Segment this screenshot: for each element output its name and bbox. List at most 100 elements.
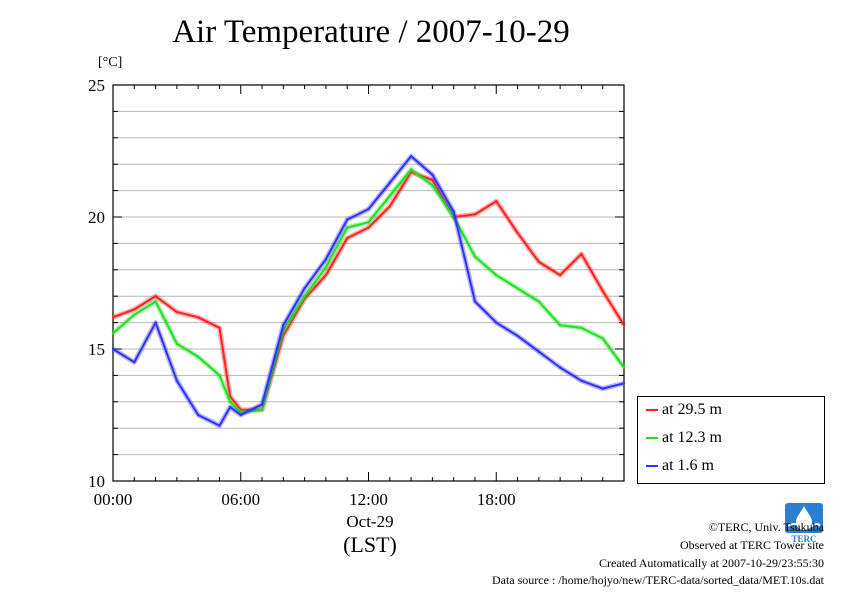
- data-point: [388, 205, 391, 208]
- y-axis-unit: [°C]: [98, 55, 123, 70]
- data-point: [431, 178, 434, 182]
- data-point: [324, 258, 328, 261]
- data-point: [537, 260, 541, 264]
- data-point: [228, 405, 232, 409]
- x-tick-label: 00:00: [94, 490, 133, 509]
- data-point: [558, 366, 562, 369]
- data-point: [558, 273, 562, 277]
- data-point: [601, 337, 604, 340]
- data-point: [409, 155, 413, 158]
- credit-source: Data source : /home/hojyo/new/TERC-data/…: [491, 573, 824, 587]
- data-point: [367, 221, 370, 224]
- data-point: [260, 408, 264, 411]
- legend-label: at 29.5 m: [662, 401, 722, 418]
- series-line-2: [112, 155, 625, 427]
- data-point: [580, 379, 583, 382]
- data-point: [431, 173, 434, 176]
- data-point: [367, 226, 370, 229]
- data-point: [239, 408, 242, 411]
- data-point: [218, 326, 221, 330]
- data-point: [282, 324, 285, 327]
- data-point: [111, 316, 115, 319]
- data-point: [218, 424, 221, 427]
- legend-swatch-12-3m: [646, 437, 658, 440]
- data-point: [175, 342, 179, 345]
- legend-item-29-5m: at 29.5 m: [646, 401, 722, 419]
- plot-frame: [112, 84, 625, 482]
- data-point: [388, 194, 391, 198]
- data-point: [601, 387, 604, 390]
- legend-label: at 1.6 m: [662, 457, 714, 474]
- chart-title: Air Temperature / 2007-10-29: [172, 14, 570, 50]
- y-tick-label: 25: [88, 76, 105, 95]
- data-point: [495, 199, 498, 203]
- data-point: [111, 347, 115, 351]
- data-point: [537, 350, 541, 353]
- data-point: [622, 366, 626, 369]
- data-point: [111, 331, 115, 335]
- data-point: [601, 289, 604, 293]
- data-point: [473, 300, 477, 303]
- terc-logo-icon: TERC: [785, 503, 823, 544]
- legend-swatch-1-6m: [646, 465, 658, 468]
- data-point: [260, 403, 264, 406]
- data-point: [154, 321, 157, 324]
- x-axis-timezone-label: (LST): [343, 532, 397, 557]
- data-point: [228, 395, 232, 398]
- x-tick-label: 18:00: [477, 490, 516, 509]
- series-line-0: [112, 171, 625, 411]
- series-line-1: [112, 168, 625, 414]
- y-tick-label: 20: [88, 208, 105, 227]
- data-point: [175, 379, 179, 382]
- data-point: [388, 181, 391, 184]
- x-tick-label: 12:00: [349, 490, 388, 509]
- data-point: [133, 361, 136, 364]
- y-tick-label: 10: [88, 472, 105, 491]
- data-point: [228, 400, 232, 403]
- data-point: [431, 184, 434, 187]
- y-tick-label: 15: [88, 340, 105, 359]
- data-point: [580, 252, 583, 256]
- data-point: [516, 334, 519, 337]
- credit-copyright: ©TERC, Univ. Tsukuba: [708, 520, 824, 534]
- legend-label: at 12.3 m: [662, 429, 722, 446]
- data-point: [133, 313, 136, 316]
- data-point: [196, 413, 200, 417]
- data-point: [133, 308, 136, 311]
- legend: at 29.5 m at 12.3 m at 1.6 m: [637, 396, 825, 484]
- data-point: [473, 255, 477, 258]
- logo-text: TERC: [791, 534, 816, 544]
- data-point: [452, 210, 455, 213]
- data-point: [516, 287, 519, 290]
- data-point: [303, 287, 306, 290]
- data-point: [537, 300, 541, 303]
- x-axis-date-label: Oct-29: [346, 512, 394, 531]
- data-point: [346, 218, 349, 221]
- legend-item-12-3m: at 12.3 m: [646, 429, 722, 447]
- data-point: [154, 300, 157, 303]
- data-point: [239, 413, 242, 417]
- legend-item-1-6m: at 1.6 m: [646, 457, 714, 475]
- credit-created: Created Automatically at 2007-10-29/23:5…: [599, 556, 824, 570]
- data-point: [409, 168, 413, 171]
- credit-observed: Observed at TERC Tower site: [679, 538, 824, 552]
- x-tick-label: 06:00: [221, 490, 260, 509]
- data-point: [346, 226, 349, 229]
- data-point: [580, 326, 583, 330]
- data-point: [324, 273, 328, 277]
- data-point: [239, 411, 242, 414]
- data-point: [473, 213, 477, 216]
- data-point: [622, 382, 626, 385]
- data-point: [495, 321, 498, 324]
- data-point: [154, 295, 157, 298]
- data-point: [516, 231, 519, 235]
- data-point: [346, 236, 349, 240]
- legend-swatch-29-5m: [646, 409, 658, 412]
- data-point: [175, 310, 179, 314]
- data-point: [367, 207, 370, 211]
- data-point: [218, 374, 221, 377]
- data-point: [324, 265, 328, 269]
- data-point: [558, 324, 562, 327]
- data-point: [495, 273, 498, 277]
